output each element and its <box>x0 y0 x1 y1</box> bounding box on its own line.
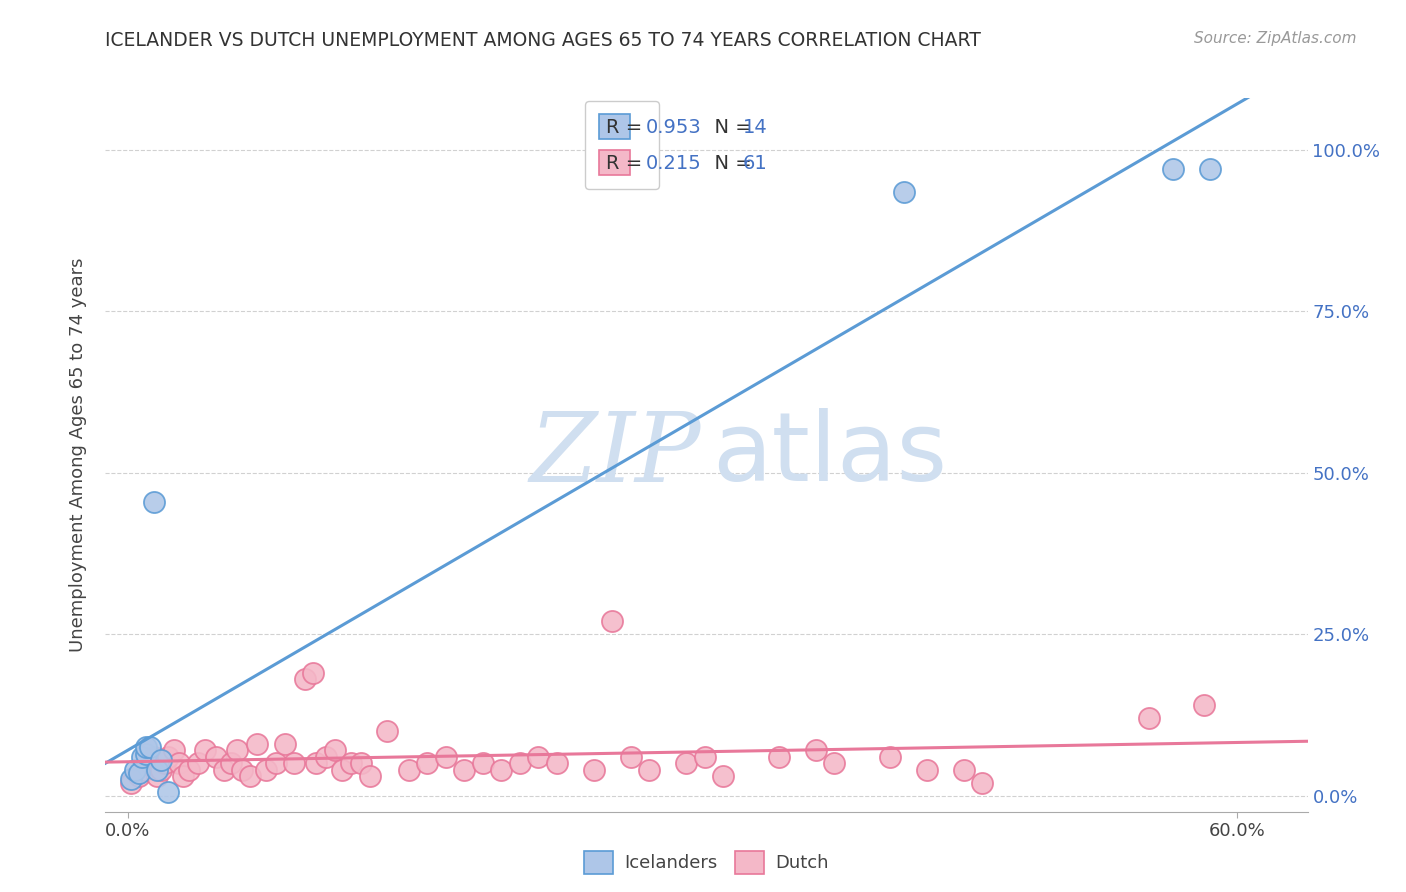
Point <box>131 749 153 764</box>
Point <box>675 756 697 771</box>
Point <box>600 614 623 628</box>
Point <box>149 763 172 777</box>
Point <box>489 763 512 777</box>
Point <box>124 763 146 777</box>
Point <box>219 756 242 771</box>
Point <box>120 772 142 787</box>
Text: ZIP: ZIP <box>529 408 700 502</box>
Point <box>157 785 180 799</box>
Point <box>146 769 169 783</box>
Point <box>1192 698 1215 713</box>
Point <box>146 763 169 777</box>
Point <box>194 743 217 757</box>
Point <box>340 756 363 771</box>
Y-axis label: Unemployment Among Ages 65 to 74 years: Unemployment Among Ages 65 to 74 years <box>69 258 87 652</box>
Point <box>149 753 172 767</box>
Point <box>153 756 176 771</box>
Point <box>139 740 162 755</box>
Point <box>1137 711 1160 725</box>
Point <box>638 763 661 777</box>
Point <box>323 743 346 757</box>
Point <box>620 749 643 764</box>
Text: 0.215: 0.215 <box>645 154 702 173</box>
Text: R =: R = <box>606 154 648 173</box>
Point <box>172 769 194 783</box>
Point <box>135 740 157 755</box>
Point <box>169 756 191 771</box>
Point <box>471 756 494 771</box>
Point <box>509 756 531 771</box>
Point <box>301 665 323 680</box>
Point <box>139 756 162 771</box>
Point <box>527 749 550 764</box>
Point <box>970 775 993 789</box>
Point <box>398 763 420 777</box>
Point <box>1161 162 1184 177</box>
Point <box>239 769 262 783</box>
Point <box>330 763 353 777</box>
Text: N =: N = <box>702 154 758 173</box>
Point <box>225 743 247 757</box>
Point <box>135 747 157 761</box>
Point <box>359 769 381 783</box>
Point <box>711 769 734 783</box>
Point <box>1198 162 1220 177</box>
Point <box>952 763 974 777</box>
Point <box>416 756 439 771</box>
Point <box>434 749 457 764</box>
Text: Source: ZipAtlas.com: Source: ZipAtlas.com <box>1194 31 1357 46</box>
Point <box>915 763 938 777</box>
Point <box>879 749 901 764</box>
Point <box>582 763 605 777</box>
Point <box>187 756 209 771</box>
Point <box>274 737 297 751</box>
Point <box>823 756 845 771</box>
Point <box>546 756 568 771</box>
Point <box>893 185 915 199</box>
Text: R =: R = <box>606 118 648 136</box>
Point <box>205 749 228 764</box>
Point <box>453 763 475 777</box>
Point <box>305 756 328 771</box>
Text: 61: 61 <box>742 154 768 173</box>
Text: N =: N = <box>702 118 758 136</box>
Point <box>804 743 827 757</box>
Point <box>128 769 150 783</box>
Point <box>315 749 337 764</box>
Point <box>142 494 165 508</box>
Text: atlas: atlas <box>713 409 948 501</box>
Point <box>157 749 180 764</box>
Text: 0.953: 0.953 <box>645 118 702 136</box>
Point <box>128 766 150 780</box>
Text: ICELANDER VS DUTCH UNEMPLOYMENT AMONG AGES 65 TO 74 YEARS CORRELATION CHART: ICELANDER VS DUTCH UNEMPLOYMENT AMONG AG… <box>105 31 981 50</box>
Point <box>768 749 790 764</box>
Point <box>246 737 269 751</box>
Point <box>254 763 277 777</box>
Point <box>142 749 165 764</box>
Point <box>283 756 305 771</box>
Point <box>264 756 287 771</box>
Point <box>350 756 373 771</box>
Point <box>693 749 716 764</box>
Point <box>134 763 156 777</box>
Point <box>120 775 142 789</box>
Point <box>177 763 200 777</box>
Point <box>294 673 316 687</box>
Point <box>163 743 186 757</box>
Point <box>212 763 235 777</box>
Point <box>375 724 398 739</box>
Text: 14: 14 <box>742 118 768 136</box>
Point <box>231 763 253 777</box>
Legend: Icelanders, Dutch: Icelanders, Dutch <box>574 840 839 885</box>
